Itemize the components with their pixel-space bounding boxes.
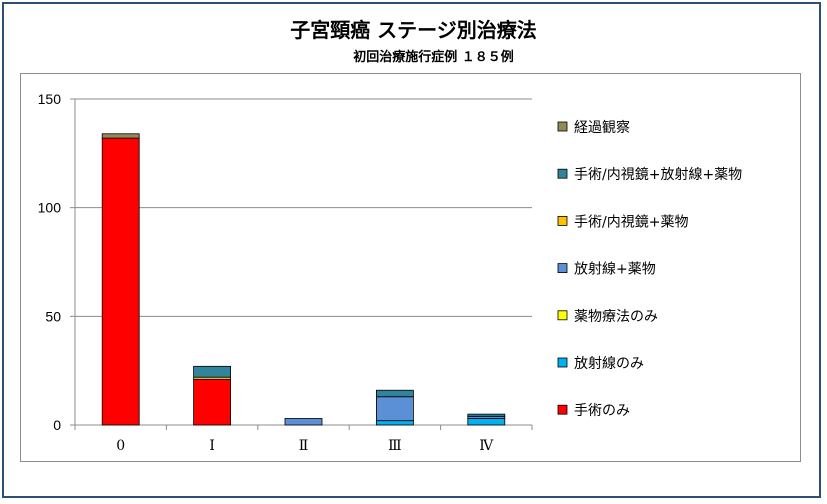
legend-label: 放射線+薬物 (574, 262, 656, 278)
x-tick-label: Ⅰ (209, 438, 215, 454)
legend-label: 手術のみ (574, 403, 630, 419)
legend-swatch (557, 310, 568, 321)
bar-segment (101, 133, 140, 139)
bar-segment (467, 418, 506, 426)
legend-swatch (557, 263, 568, 274)
bar-segment (375, 396, 414, 422)
chart-title: 子宮頸癌 ステージ別治療法 (290, 18, 537, 42)
bar-segment (375, 389, 414, 398)
bar-segment (284, 418, 323, 426)
legend-label: 放射線のみ (574, 356, 644, 372)
y-tick-label: 0 (53, 417, 61, 433)
bar-segment (193, 365, 232, 378)
x-tick-label: Ⅱ (299, 438, 309, 454)
bar-segment (101, 137, 140, 426)
y-tick-label: 100 (38, 200, 62, 216)
y-tick-label: 50 (45, 308, 61, 324)
legend-swatch (557, 404, 568, 415)
x-tick-label: 0 (116, 438, 125, 454)
legend-swatch (557, 357, 568, 368)
plot-area-border (20, 73, 801, 462)
bar-segment (375, 420, 414, 426)
legend-swatch (557, 121, 568, 132)
legend-label: 薬物療法のみ (574, 308, 658, 325)
bar-segment (193, 378, 232, 426)
bar-segment (467, 413, 506, 417)
chart-subtitle: 初回治療施行症例 １８５例 (353, 50, 514, 65)
legend-swatch (557, 168, 568, 179)
legend-label: 手術/内視鏡+放射線+薬物 (574, 167, 742, 183)
legend-swatch (557, 215, 568, 226)
legend-label: 経過観察 (574, 119, 630, 136)
legend-label: 手術/内視鏡+薬物 (574, 214, 688, 230)
x-tick-label: Ⅳ (479, 438, 494, 454)
x-tick-label: Ⅲ (388, 438, 402, 454)
y-tick-label: 150 (38, 91, 62, 107)
